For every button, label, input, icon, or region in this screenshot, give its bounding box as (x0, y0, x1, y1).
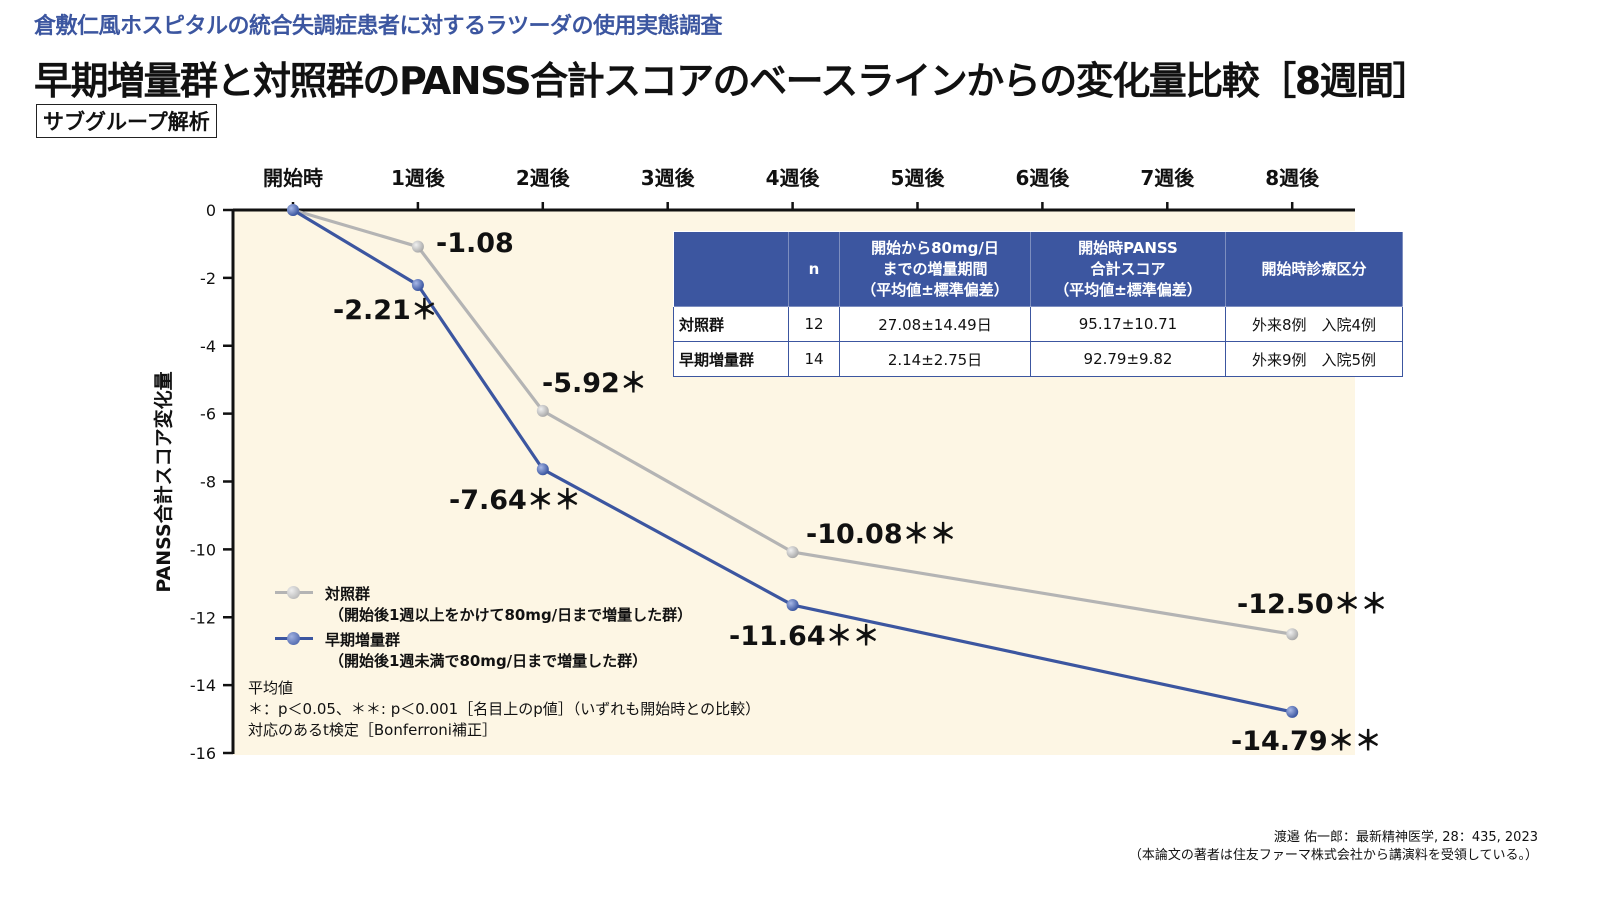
table-row-header: 早期増量群 (673, 341, 789, 377)
y-tick-label: 0 (206, 201, 216, 220)
table-cell: 外来9例 入院5例 (1225, 341, 1403, 377)
legend-item-early: 早期増量群 (275, 628, 692, 650)
y-tick-label: -16 (190, 744, 216, 763)
table-cell: 95.17±10.71 (1030, 306, 1226, 342)
note-pvalue: ＊：p＜0.05、＊＊: p＜0.001［名目上のp値］（いずれも開始時との比較… (248, 700, 761, 718)
statistical-notes: 平均値 ＊：p＜0.05、＊＊: p＜0.001［名目上のp値］（いずれも開始時… (248, 678, 760, 741)
legend-desc-early: （開始後1週未満で80mg/日まで増量した群） (329, 652, 648, 670)
table-cell: 外来8例 入院4例 (1225, 306, 1403, 342)
x-tick-label: 7週後 (1140, 166, 1195, 190)
data-label: -7.64＊＊ (449, 485, 581, 516)
data-point (786, 546, 799, 559)
legend-label-early: 早期増量群 (325, 630, 401, 649)
x-tick-label: 開始時 (263, 166, 323, 190)
table-row-header: 対照群 (673, 306, 789, 342)
data-point (536, 404, 549, 417)
table-header-cell (673, 231, 789, 307)
y-tick-label: -14 (190, 676, 216, 695)
note-mean: 平均値 (248, 679, 294, 697)
table-cell: 27.08±14.49日 (839, 306, 1031, 342)
chart-legend: 対照群 （開始後1週以上をかけて80mg/日まで増量した群） 早期増量群 （開始… (275, 582, 692, 674)
table-cell: 12 (788, 306, 840, 342)
data-label: -12.50＊＊ (1237, 589, 1388, 620)
x-tick-label: 5週後 (891, 166, 946, 190)
data-point (536, 463, 549, 476)
table-cell: 14 (788, 341, 840, 377)
data-point (411, 240, 424, 253)
data-label: -14.79＊＊ (1231, 726, 1382, 757)
x-tick-label: 6週後 (1015, 166, 1070, 190)
table-header-cell: 開始時PANSS 合計スコア （平均値±標準偏差） (1030, 231, 1226, 307)
legend-desc-control: （開始後1週以上をかけて80mg/日まで増量した群） (329, 606, 693, 624)
page-title: 早期増量群と対照群のPANSS合計スコアのベースラインからの変化量比較［8週間］ (34, 59, 1431, 103)
table-header-cell: 開始時診療区分 (1225, 231, 1403, 307)
citation: 渡邉 佑一郎：最新精神医学, 28：435, 2023 （本論文の著者は住友ファ… (1129, 829, 1538, 865)
table-cell: 2.14±2.75日 (839, 341, 1031, 377)
data-label: -1.08 (436, 228, 514, 259)
y-tick-label: -10 (190, 540, 216, 559)
blue-line-marker-icon (275, 628, 313, 650)
group-characteristics-table: n 開始から80mg/日 までの増量期間 （平均値±標準偏差） 開始時PANSS 合計スコ… (673, 231, 1403, 377)
legend-label-control: 対照群 (325, 584, 371, 603)
data-label: -11.64＊＊ (729, 621, 880, 652)
y-tick-label: -2 (200, 269, 216, 288)
table-header-row: n 開始から80mg/日 までの増量期間 （平均値±標準偏差） 開始時PANSS 合計スコ… (673, 231, 1403, 307)
y-tick-label: -8 (200, 473, 216, 492)
table-cell: 92.79±9.82 (1030, 341, 1226, 377)
data-point (287, 204, 299, 216)
x-tick-label: 2週後 (516, 166, 571, 190)
subgroup-analysis-badge: サブグループ解析 (36, 104, 217, 138)
citation-disclosure: （本論文の著者は住友ファーマ株式会社から講演料を受領している。） (1128, 848, 1538, 863)
table-row: 早期増量群 14 2.14±2.75日 92.79±9.82 外来9例 入院5例 (673, 341, 1403, 377)
y-tick-label: -6 (200, 405, 216, 424)
y-tick-label: -12 (190, 608, 216, 627)
data-point (411, 279, 424, 292)
citation-reference: 渡邉 佑一郎：最新精神医学, 28：435, 2023 (1273, 830, 1538, 845)
data-label: -2.21＊ (333, 295, 438, 326)
data-point (786, 599, 799, 612)
legend-item-control: 対照群 (275, 582, 692, 604)
data-point (1286, 628, 1299, 641)
note-test: 対応のあるt検定［Bonferroni補正］ (248, 721, 497, 739)
table-row: 対照群 12 27.08±14.49日 95.17±10.71 外来8例 入院4例 (673, 306, 1403, 342)
data-label: -10.08＊＊ (806, 519, 957, 550)
x-tick-label: 8週後 (1265, 166, 1320, 190)
x-tick-label: 4週後 (766, 166, 821, 190)
survey-subtitle: 倉敷仁風ホスピタルの統合失調症患者に対するラツーダの使用実態調査 (34, 14, 723, 39)
data-label: -5.92＊ (542, 368, 647, 399)
table-header-cell: 開始から80mg/日 までの増量期間 （平均値±標準偏差） (839, 231, 1031, 307)
y-tick-label: -4 (200, 337, 216, 356)
table-header-cell: n (788, 231, 840, 307)
data-point (1286, 705, 1299, 718)
x-tick-label: 1週後 (391, 166, 446, 190)
gray-line-marker-icon (275, 582, 313, 604)
y-axis-label: PANSS合計スコア変化量 (152, 371, 175, 592)
x-tick-label: 3週後 (641, 166, 696, 190)
